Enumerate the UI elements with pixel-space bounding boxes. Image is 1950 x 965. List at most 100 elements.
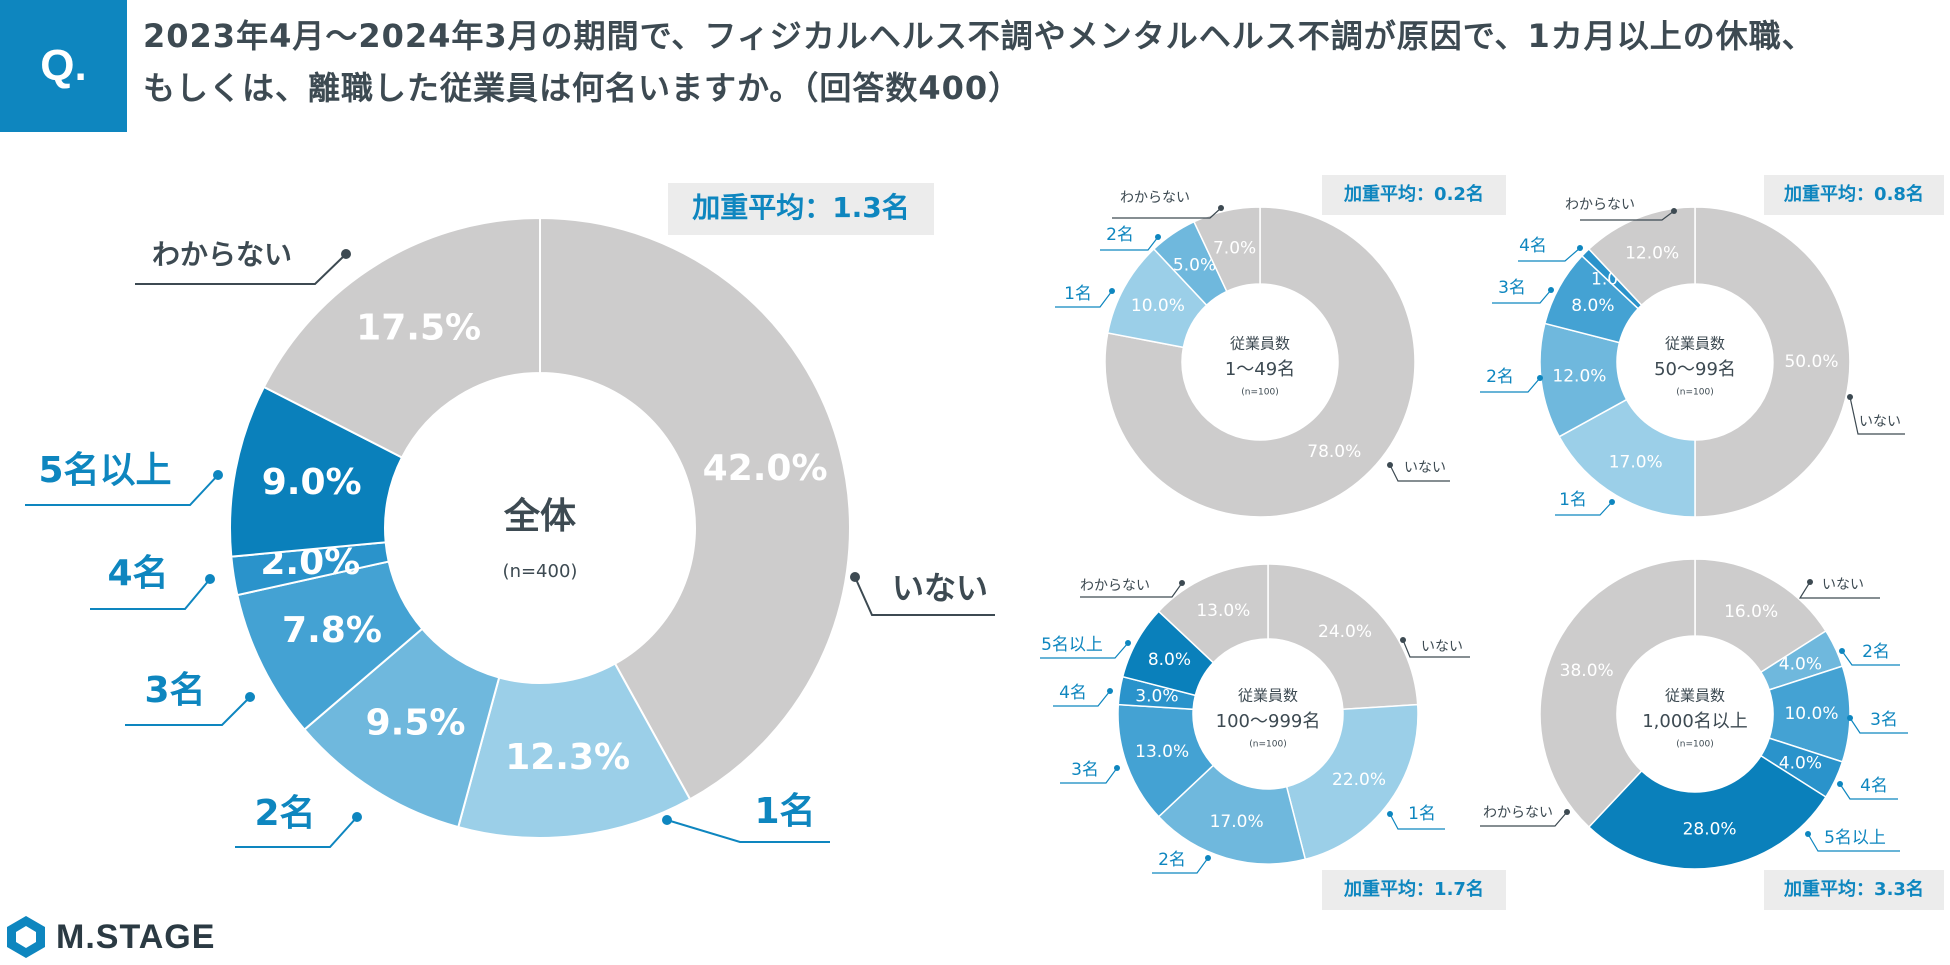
callout-line-4名 bbox=[90, 578, 211, 610]
callout-dot-1名 bbox=[1609, 499, 1615, 505]
slice-いない bbox=[1694, 206, 1851, 518]
average-box bbox=[1764, 175, 1944, 215]
callout-dot-いない bbox=[1807, 579, 1813, 585]
callout-line-2名 bbox=[1100, 236, 1159, 251]
slice-5名以上 bbox=[1587, 754, 1827, 870]
category-label-2名: 2名 bbox=[1158, 850, 1186, 870]
callout-dot-3名 bbox=[1847, 715, 1853, 721]
average-label: 加重平均：1.3名 bbox=[692, 191, 910, 224]
callout-line-1名 bbox=[1389, 813, 1445, 830]
slice-いない bbox=[1694, 558, 1827, 674]
category-label-2名: 2名 bbox=[1862, 642, 1890, 662]
callout-line-いない bbox=[1849, 396, 1905, 435]
slice-いない bbox=[539, 216, 851, 801]
category-label-わからない: わからない bbox=[1080, 578, 1150, 594]
callout-line-3名 bbox=[1492, 289, 1552, 304]
callout-line-わからない bbox=[1080, 582, 1183, 598]
center-center_top: 従業員数 bbox=[1665, 335, 1725, 353]
category-label-いない: いない bbox=[892, 569, 988, 607]
callout-line-4名 bbox=[1839, 783, 1898, 800]
question-badge: Q. bbox=[0, 0, 127, 132]
callout-line-わからない bbox=[135, 253, 347, 285]
average-label: 加重平均：0.2名 bbox=[1343, 183, 1484, 205]
category-label-わからない: わからない bbox=[1565, 197, 1635, 213]
slice-わからない bbox=[1193, 206, 1261, 293]
callout-dot-わからない bbox=[1564, 809, 1570, 815]
callout-dot-2名 bbox=[1205, 855, 1211, 861]
center-center_top: 従業員数 bbox=[1665, 687, 1725, 705]
category-label-2名: 2名 bbox=[1486, 367, 1514, 387]
question-line-2: もしくは、離職した従業員は何名いますか。（回答数400） bbox=[143, 69, 1022, 107]
callout-dot-4名 bbox=[1837, 781, 1843, 787]
average-box bbox=[668, 183, 934, 235]
category-label-1名: 1名 bbox=[1064, 284, 1092, 304]
callout-line-5名以上 bbox=[1040, 642, 1129, 659]
callout-dot-1名 bbox=[1387, 811, 1393, 817]
category-label-4名: 4名 bbox=[1059, 683, 1087, 703]
callout-line-4名 bbox=[1053, 690, 1111, 707]
callout-line-3名 bbox=[125, 696, 251, 726]
category-label-いない: いない bbox=[1822, 577, 1864, 593]
category-label-1名: 1名 bbox=[1559, 490, 1587, 510]
callout-line-いない bbox=[854, 576, 995, 616]
callout-line-2名 bbox=[1480, 377, 1541, 393]
category-label-いない: いない bbox=[1421, 639, 1463, 655]
category-label-5名以上: 5名以上 bbox=[38, 450, 171, 491]
average-label: 加重平均：0.8名 bbox=[1783, 183, 1924, 205]
callout-dot-5名以上 bbox=[213, 470, 223, 480]
category-label-1名: 1名 bbox=[1408, 804, 1436, 824]
category-label-3名: 3名 bbox=[144, 670, 205, 711]
value-label-1名: 12.3% bbox=[505, 737, 630, 778]
callout-line-2名 bbox=[1152, 857, 1209, 874]
question-text: 2023年4月～2024年3月の期間で、フィジカルヘルス不調やメンタルヘルス不調… bbox=[143, 10, 1933, 114]
callout-line-いない bbox=[1402, 639, 1470, 658]
average-box bbox=[1322, 870, 1506, 910]
center-center_top: 従業員数 bbox=[1230, 335, 1290, 353]
callout-line-わからない bbox=[1480, 811, 1568, 827]
callout-line-1名 bbox=[1055, 290, 1113, 308]
callout-dot-わからない bbox=[341, 249, 351, 259]
value-label-5名以上: 9.0% bbox=[262, 462, 362, 503]
slice-わからない bbox=[1587, 206, 1696, 307]
center-center_top: 従業員数 bbox=[1238, 687, 1298, 705]
question-line-1: 2023年4月～2024年3月の期間で、フィジカルヘルス不調やメンタルヘルス不調… bbox=[143, 17, 1815, 55]
callout-line-1名 bbox=[1555, 501, 1613, 516]
callout-dot-1名 bbox=[662, 815, 672, 825]
category-label-2名: 2名 bbox=[254, 793, 315, 834]
center-center_sub: (n=100) bbox=[1249, 740, 1286, 750]
slice-わからない bbox=[1157, 563, 1269, 664]
category-label-いない: いない bbox=[1859, 414, 1901, 430]
callout-line-いない bbox=[1798, 581, 1880, 599]
value-label-2名: 4.0% bbox=[1779, 654, 1822, 674]
value-label-2名: 12.0% bbox=[1552, 367, 1606, 387]
chart-total: 42.0%いない12.3%1名9.5%2名7.8%3名2.0%4名9.0%5名以… bbox=[25, 183, 995, 848]
center-center_sub: (n=400) bbox=[503, 561, 578, 582]
value-label-いない: 24.0% bbox=[1318, 622, 1372, 642]
value-label-わからない: 7.0% bbox=[1213, 238, 1256, 258]
callout-dot-2名 bbox=[1155, 234, 1161, 240]
callout-dot-3名 bbox=[245, 692, 255, 702]
center-center_title: 1～49名 bbox=[1225, 359, 1295, 380]
value-label-わからない: 38.0% bbox=[1560, 661, 1614, 681]
callout-line-わからない bbox=[1112, 207, 1222, 219]
category-label-わからない: わからない bbox=[152, 238, 292, 271]
value-label-いない: 42.0% bbox=[703, 448, 828, 489]
slice-わからない bbox=[1539, 558, 1696, 829]
center-center_sub: (n=100) bbox=[1241, 388, 1278, 398]
value-label-5名以上: 8.0% bbox=[1148, 650, 1191, 670]
slice-いない bbox=[1267, 563, 1419, 711]
callout-dot-5名以上 bbox=[1125, 640, 1131, 646]
value-label-1名: 10.0% bbox=[1131, 296, 1185, 316]
callout-dot-4名 bbox=[1577, 245, 1583, 251]
value-label-2名: 9.5% bbox=[366, 702, 466, 743]
callout-dot-4名 bbox=[205, 574, 215, 584]
value-label-3名: 7.8% bbox=[282, 610, 382, 651]
average-label: 加重平均：3.3名 bbox=[1783, 878, 1924, 900]
value-label-3名: 13.0% bbox=[1135, 742, 1189, 762]
center-center_sub: (n=100) bbox=[1676, 388, 1713, 398]
callout-line-いない bbox=[1389, 464, 1450, 482]
chart-size-100-999: 24.0% いない 22.0% 1名 17.0% 2名 13.0% 3名 3.0% 4名 8.0% 5… bbox=[1040, 563, 1506, 910]
average-box bbox=[1764, 870, 1944, 910]
